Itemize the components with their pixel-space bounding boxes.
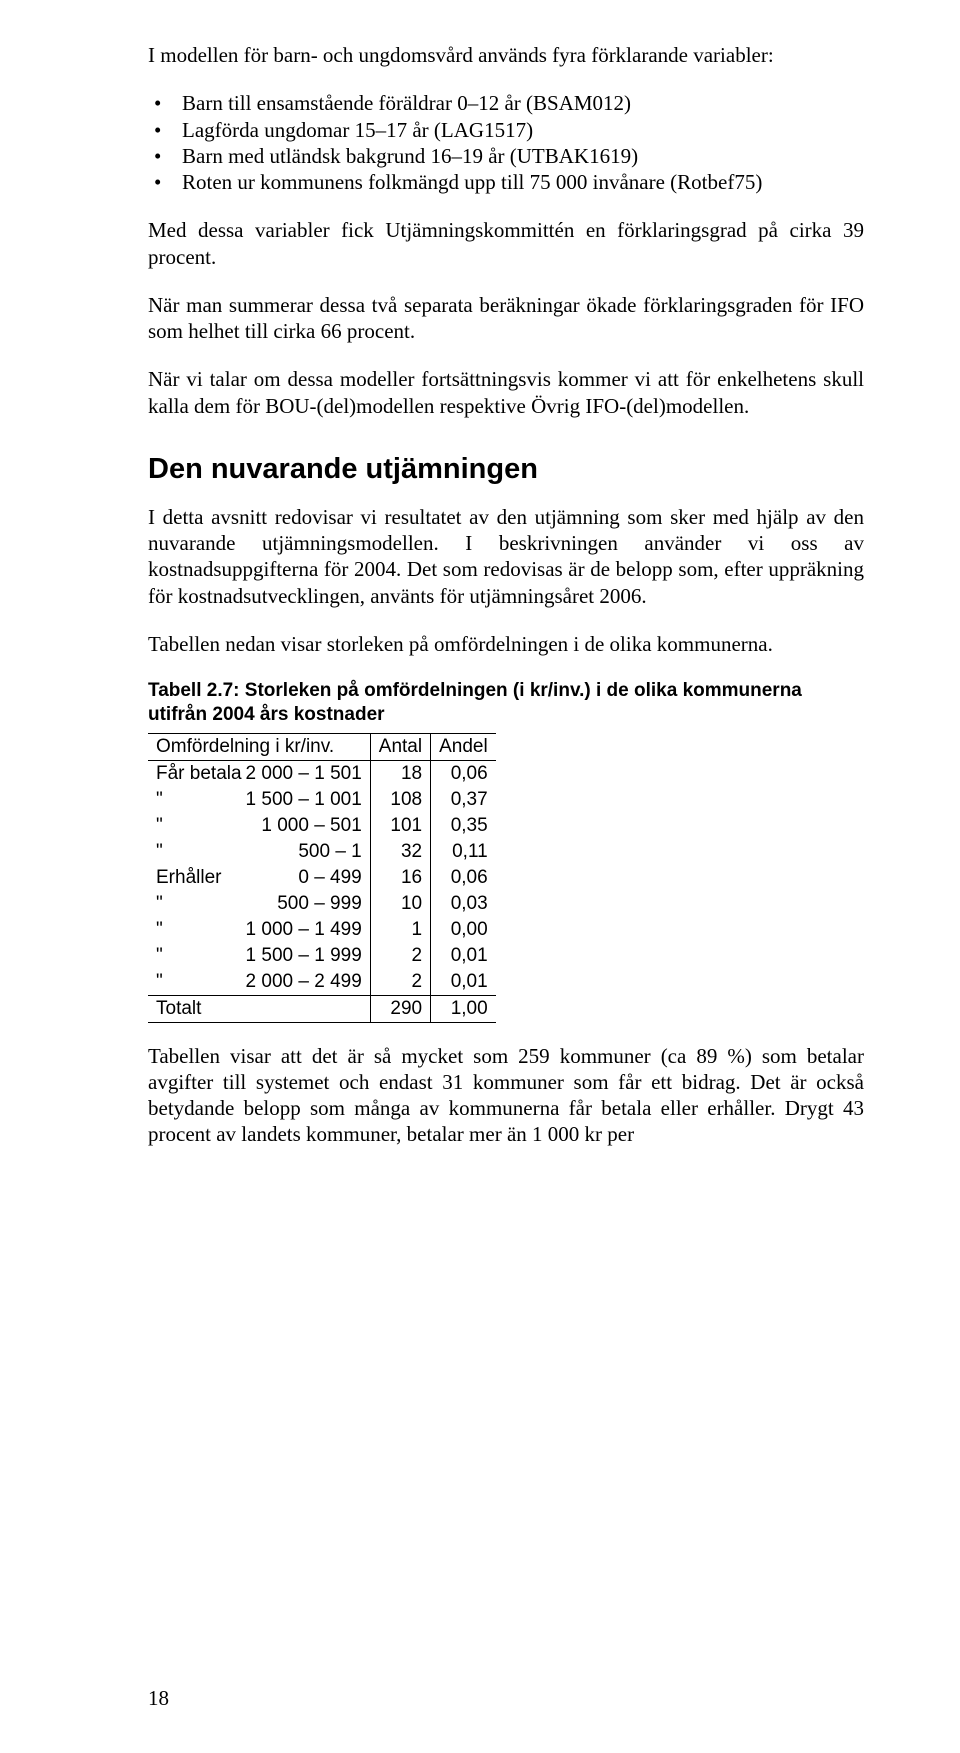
total-andel: 1,00 [431, 995, 496, 1022]
row-antal: 101 [370, 813, 430, 839]
row-andel: 0,11 [431, 839, 496, 865]
row-label: " [148, 969, 246, 996]
table-row: " 500 – 1 32 0,11 [148, 839, 496, 865]
row-label: " [148, 943, 246, 969]
row-antal: 16 [370, 865, 430, 891]
row-label: " [148, 891, 246, 917]
list-item: Lagförda ungdomar 15–17 år (LAG1517) [148, 117, 864, 143]
table-total-row: Totalt 290 1,00 [148, 995, 496, 1022]
table-row: Får betala 2 000 – 1 501 18 0,06 [148, 760, 496, 787]
table-row: Erhåller 0 – 499 16 0,06 [148, 865, 496, 891]
section-heading: Den nuvarande utjämningen [148, 453, 864, 486]
row-antal: 1 [370, 917, 430, 943]
row-antal: 10 [370, 891, 430, 917]
total-antal: 290 [370, 995, 430, 1022]
body-paragraph: I detta avsnitt redovisar vi resultatet … [148, 504, 864, 609]
row-antal: 32 [370, 839, 430, 865]
table-header-row: Omfördelning i kr/inv. Antal Andel [148, 733, 496, 760]
row-label: " [148, 839, 246, 865]
document-page: I modellen för barn- och ungdomsvård anv… [0, 0, 960, 1753]
row-antal: 18 [370, 760, 430, 787]
row-andel: 0,35 [431, 813, 496, 839]
row-label: Erhåller [148, 865, 246, 891]
total-label: Totalt [148, 995, 370, 1022]
row-andel: 0,00 [431, 917, 496, 943]
row-antal: 2 [370, 943, 430, 969]
redistribution-table: Omfördelning i kr/inv. Antal Andel Får b… [148, 733, 496, 1023]
row-range: 0 – 499 [246, 865, 371, 891]
list-item: Barn med utländsk bakgrund 16–19 år (UTB… [148, 143, 864, 169]
variable-bullet-list: Barn till ensamstående föräldrar 0–12 år… [148, 90, 864, 195]
row-range: 1 000 – 1 499 [246, 917, 371, 943]
row-andel: 0,06 [431, 865, 496, 891]
row-range: 500 – 999 [246, 891, 371, 917]
row-antal: 108 [370, 787, 430, 813]
row-range: 1 000 – 501 [246, 813, 371, 839]
table-row: " 1 500 – 1 001 108 0,37 [148, 787, 496, 813]
row-andel: 0,01 [431, 969, 496, 996]
table-row: " 1 000 – 1 499 1 0,00 [148, 917, 496, 943]
row-range: 2 000 – 2 499 [246, 969, 371, 996]
table-caption: Tabell 2.7: Storleken på omfördelningen … [148, 679, 864, 727]
row-andel: 0,01 [431, 943, 496, 969]
row-range: 2 000 – 1 501 [246, 760, 371, 787]
col-header-antal: Antal [370, 733, 430, 760]
row-range: 1 500 – 1 999 [246, 943, 371, 969]
table-row: " 500 – 999 10 0,03 [148, 891, 496, 917]
body-paragraph: Tabellen visar att det är så mycket som … [148, 1043, 864, 1148]
row-label: " [148, 813, 246, 839]
table-row: " 2 000 – 2 499 2 0,01 [148, 969, 496, 996]
col-header-andel: Andel [431, 733, 496, 760]
row-range: 1 500 – 1 001 [246, 787, 371, 813]
row-andel: 0,06 [431, 760, 496, 787]
table-row: " 1 000 – 501 101 0,35 [148, 813, 496, 839]
body-paragraph: Tabellen nedan visar storleken på omförd… [148, 631, 864, 657]
row-label: " [148, 917, 246, 943]
intro-paragraph: I modellen för barn- och ungdomsvård anv… [148, 42, 864, 68]
list-item: Barn till ensamstående föräldrar 0–12 år… [148, 90, 864, 116]
table-row: " 1 500 – 1 999 2 0,01 [148, 943, 496, 969]
body-paragraph: När vi talar om dessa modeller fortsättn… [148, 366, 864, 419]
row-label: Får betala [148, 760, 246, 787]
row-antal: 2 [370, 969, 430, 996]
row-andel: 0,03 [431, 891, 496, 917]
col-header-omfordelning: Omfördelning i kr/inv. [148, 733, 370, 760]
body-paragraph: När man summerar dessa två separata berä… [148, 292, 864, 345]
body-paragraph: Med dessa variabler fick Utjämningskommi… [148, 217, 864, 270]
row-andel: 0,37 [431, 787, 496, 813]
list-item: Roten ur kommunens folkmängd upp till 75… [148, 169, 864, 195]
row-range: 500 – 1 [246, 839, 371, 865]
row-label: " [148, 787, 246, 813]
page-number: 18 [148, 1686, 169, 1711]
